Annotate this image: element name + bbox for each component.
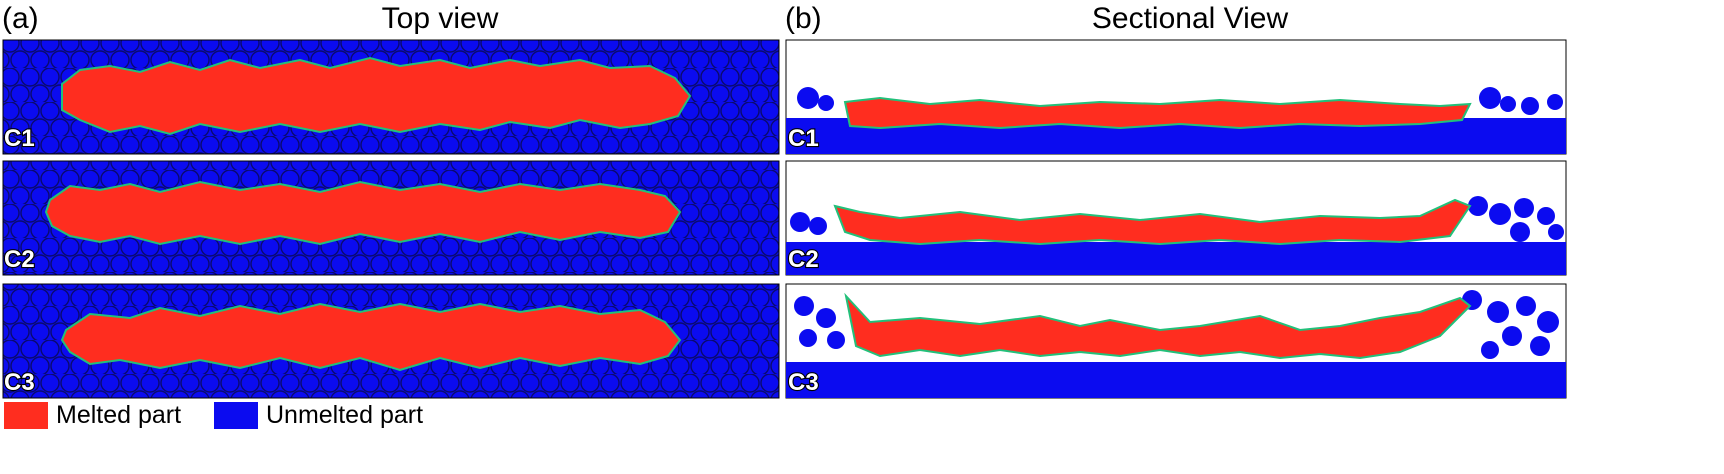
melt-track-c3 <box>60 302 682 372</box>
melt-section-c2 <box>833 198 1472 246</box>
tag-section-c2: C2 <box>788 246 819 273</box>
sectional-view-title: Sectional View <box>1091 2 1289 35</box>
tag-top-c2: C2 <box>4 246 35 273</box>
top-view-c1: C1 <box>2 39 780 155</box>
section-view-c3: C3 <box>785 283 1567 399</box>
melt-track-c2 <box>44 180 682 246</box>
section-view-c1: C1 <box>785 39 1567 155</box>
section-view-c2: C2 <box>785 160 1567 276</box>
panel-a-letter: (a) <box>2 2 39 35</box>
tag-section-c3: C3 <box>788 369 819 396</box>
top-view-c2: C2 <box>2 160 780 276</box>
melt-track-c1 <box>61 56 692 136</box>
legend-label-melted: Melted part <box>56 401 182 429</box>
melt-section-c3 <box>844 292 1472 360</box>
panel-b-letter: (b) <box>785 2 822 35</box>
tag-section-c1: C1 <box>788 125 819 152</box>
legend-swatch-melted <box>4 402 48 429</box>
legend-label-unmelted: Unmelted part <box>266 401 424 429</box>
top-view-c3: C3 <box>2 283 780 399</box>
legend-swatch-unmelted <box>214 402 258 429</box>
tag-top-c1: C1 <box>4 125 35 152</box>
top-view-title: Top view <box>381 2 499 35</box>
tag-top-c3: C3 <box>4 369 35 396</box>
melt-section-c1 <box>843 96 1472 130</box>
